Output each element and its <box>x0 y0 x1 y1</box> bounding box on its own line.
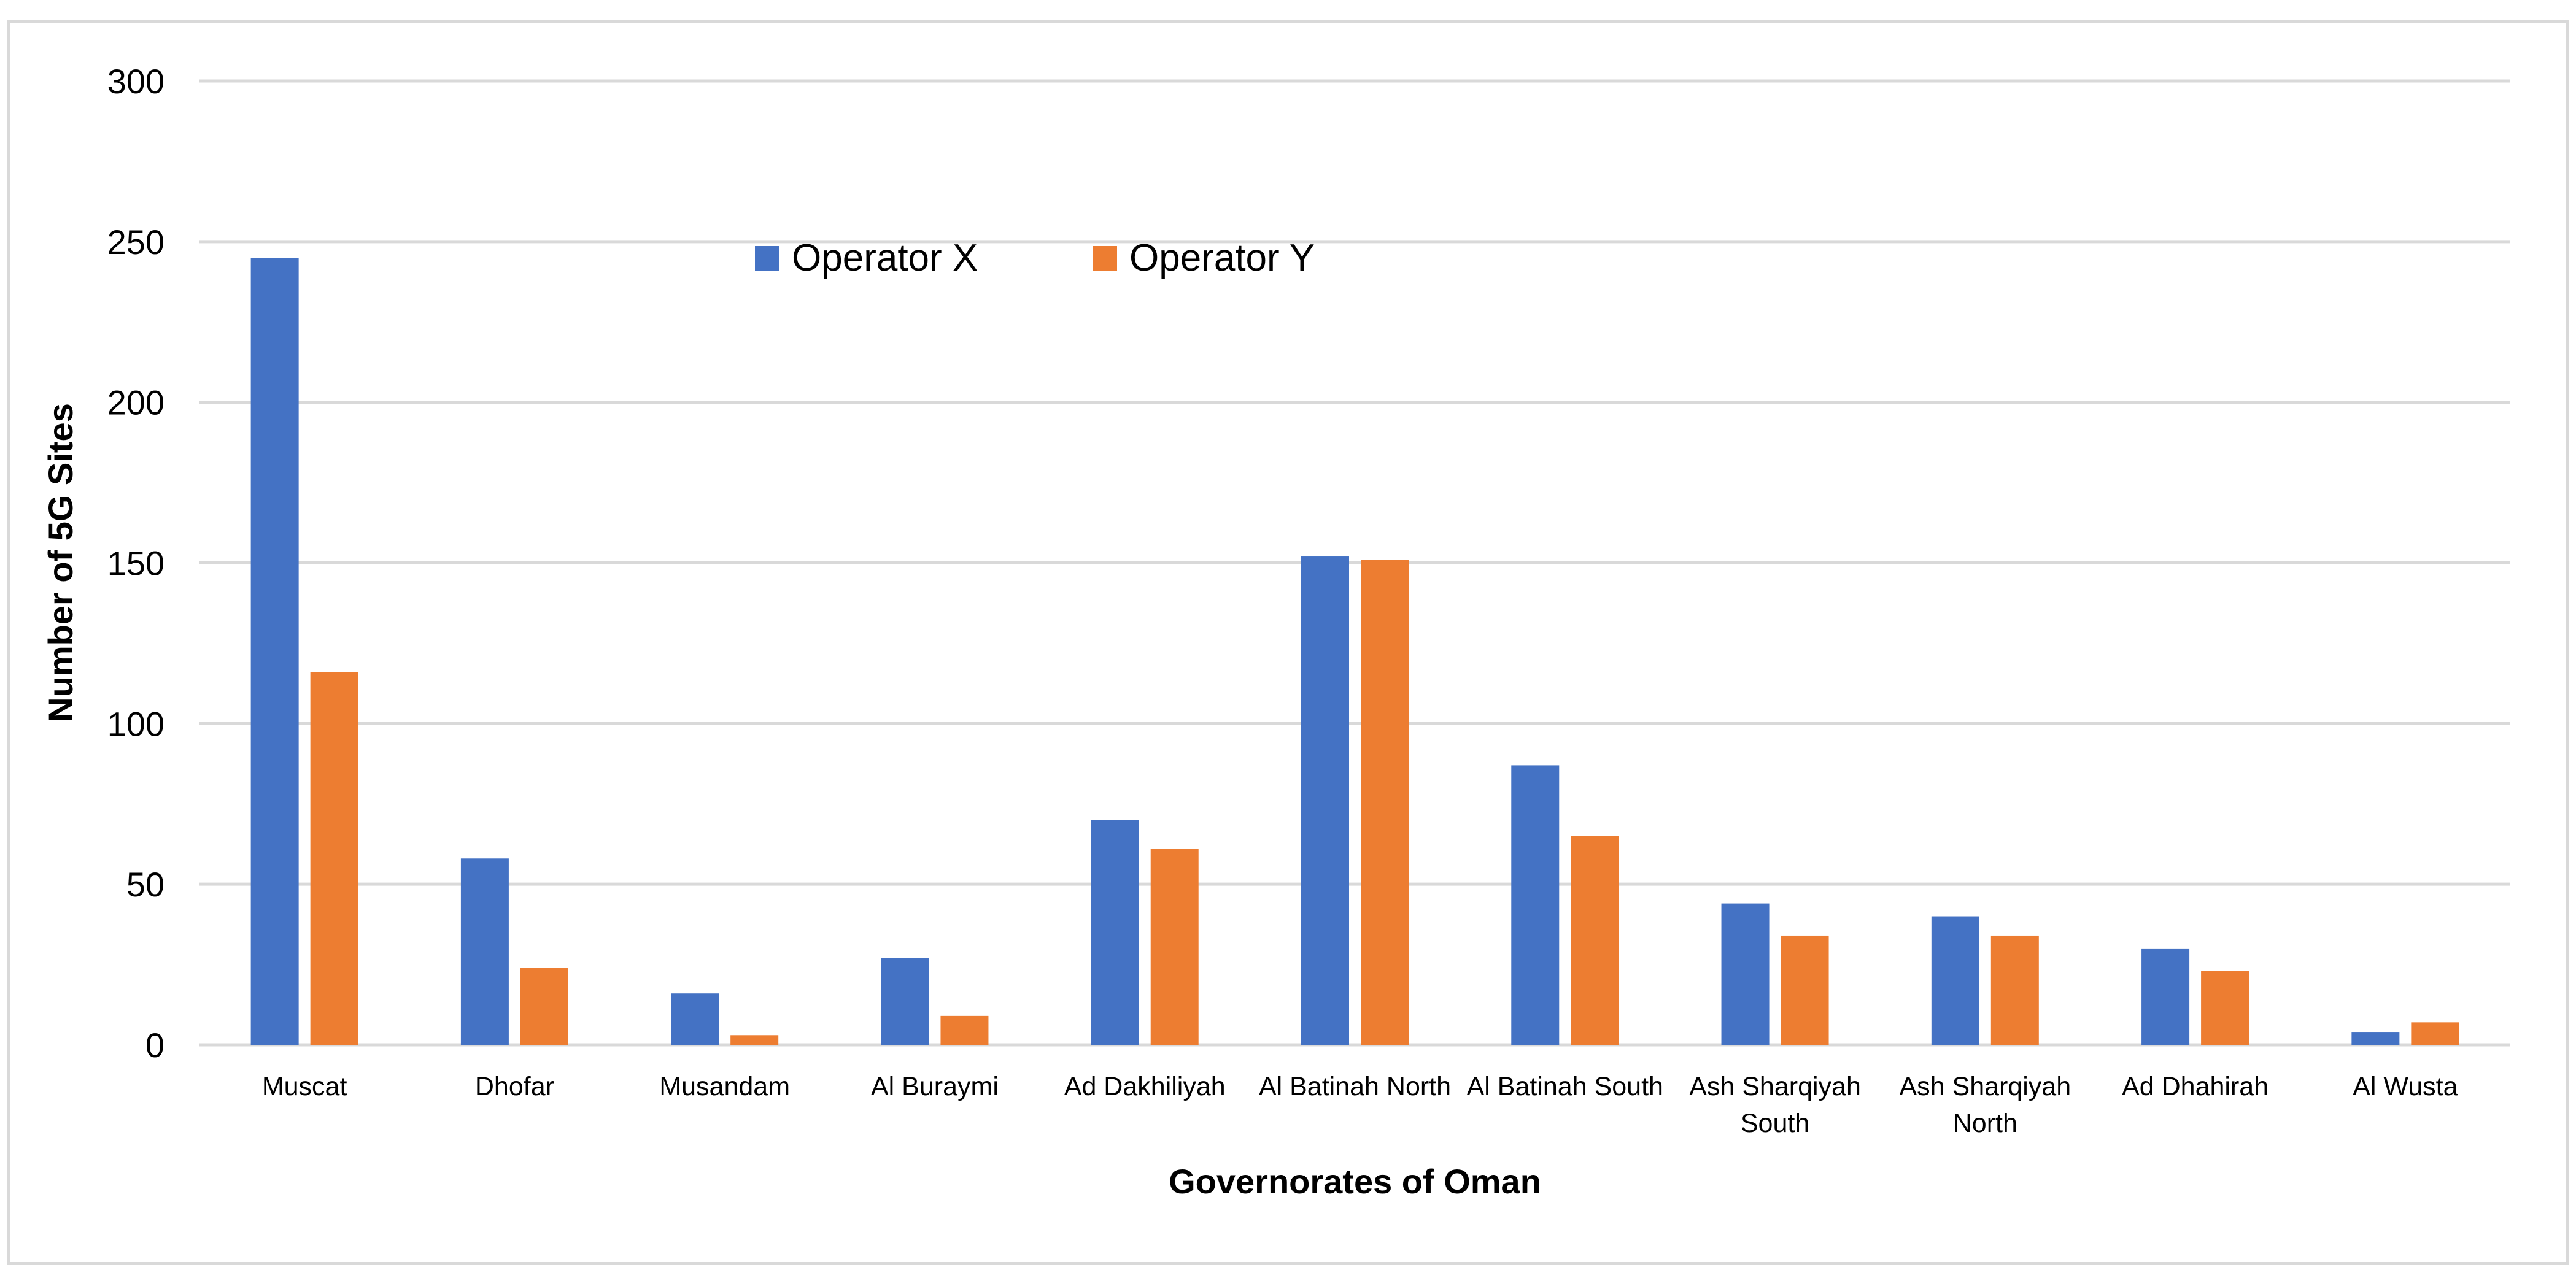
bar-operator-y <box>310 672 358 1045</box>
bar-operator-x <box>250 258 299 1045</box>
x-tick-label: Ash Sharqiyah South <box>1689 1072 1861 1138</box>
bar-operator-x <box>2141 948 2190 1045</box>
y-tick-label: 200 <box>107 383 164 422</box>
bar-operator-x <box>460 858 509 1045</box>
legend: Operator X Operator Y <box>755 237 1315 279</box>
bar-operator-x <box>1091 820 1139 1045</box>
x-axis-ticks: Muscat Dhofar Musandam Al Buraymi Ad Dakhili… <box>262 1072 2458 1138</box>
bar-operator-x <box>1301 556 1349 1045</box>
gridlines <box>199 79 2510 1047</box>
y-axis-ticks: 0 50 100 150 200 250 300 <box>107 62 164 1064</box>
bar-operator-x <box>2351 1032 2400 1045</box>
bar-operator-x <box>881 958 929 1045</box>
x-tick-label: Al Batinah North <box>1259 1072 1451 1101</box>
legend-swatch <box>755 246 779 271</box>
x-tick-label: Ash Sharqiyah North <box>1899 1072 2071 1138</box>
x-tick-label: Al Wusta <box>2353 1072 2458 1101</box>
bar-operator-y <box>520 968 568 1045</box>
y-axis-title: Number of 5G Sites <box>41 403 80 722</box>
x-tick-label: Muscat <box>262 1072 347 1101</box>
bar-operator-y <box>940 1015 989 1045</box>
y-tick-label: 50 <box>126 865 164 904</box>
x-axis-title: Governorates of Oman <box>1169 1162 1541 1201</box>
legend-label: Operator X <box>792 237 978 279</box>
x-tick-label: Dhofar <box>475 1072 554 1101</box>
bar-operator-y <box>2411 1022 2459 1045</box>
bar-operator-x <box>1721 903 1770 1045</box>
bar-operator-y <box>1990 935 2039 1045</box>
legend-swatch <box>1093 246 1117 271</box>
y-tick-label: 150 <box>107 544 164 583</box>
x-tick-label: Ad Dhahirah <box>2122 1072 2269 1101</box>
legend-label: Operator Y <box>1129 237 1315 279</box>
y-tick-label: 0 <box>145 1026 164 1064</box>
chart-area <box>7 20 2569 1265</box>
bar-operator-y <box>2201 971 2249 1045</box>
y-tick-label: 100 <box>107 704 164 743</box>
bar-operator-x <box>1931 916 1979 1045</box>
bar-operator-y <box>730 1035 779 1045</box>
x-tick-label: Al Batinah South <box>1467 1072 1663 1101</box>
bar-operator-y <box>1150 849 1199 1045</box>
x-tick-label: Musandam <box>659 1072 790 1101</box>
bar-operator-y <box>1781 935 1829 1045</box>
bar-operator-x <box>671 993 719 1045</box>
x-tick-label: Al Buraymi <box>871 1072 999 1101</box>
y-tick-label: 300 <box>107 62 164 101</box>
x-tick-label: Ad Dakhiliyah <box>1064 1072 1226 1101</box>
bar-operator-y <box>1571 836 1619 1045</box>
y-tick-label: 250 <box>107 223 164 261</box>
bar-operator-y <box>1361 560 1409 1045</box>
bar-operator-x <box>1511 765 1560 1045</box>
bars <box>250 258 2459 1045</box>
